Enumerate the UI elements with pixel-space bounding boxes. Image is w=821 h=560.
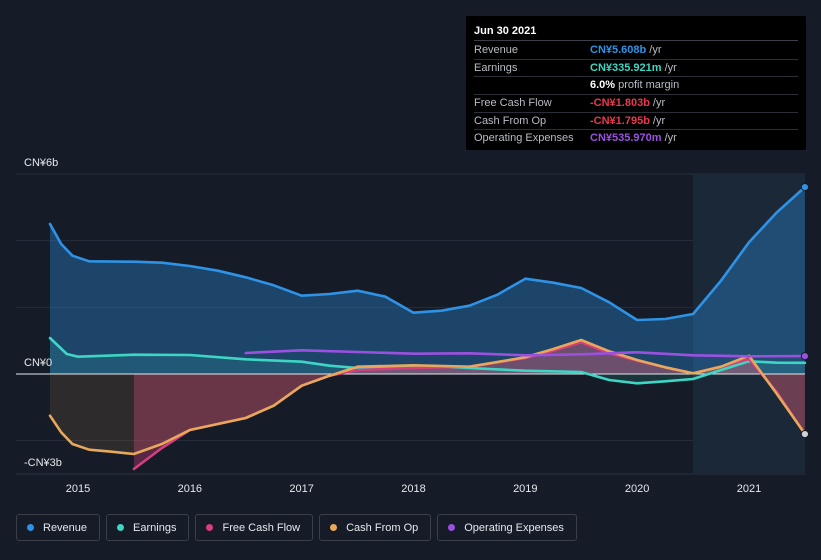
x-tick-label-2020: 2020 (625, 483, 649, 495)
legend-item-earnings[interactable]: Earnings (106, 514, 190, 541)
tooltip-row-value: -CN¥1.803b (590, 97, 650, 110)
y-tick-label-cn-0: CN¥0 (24, 357, 52, 369)
tooltip-row-unit: /yr (664, 61, 677, 74)
cash-from-op-area (50, 340, 805, 454)
tooltip-row-label: Cash From Op (474, 114, 547, 127)
legend-dot-icon (117, 524, 125, 531)
chart-legend: Revenue Earnings Free Cash Flow Cash From O… (16, 514, 577, 541)
operating-expenses-end-marker (800, 352, 809, 361)
legend-label: Operating Expenses (464, 521, 564, 534)
tooltip-row-value: CN¥5.608b (590, 44, 647, 56)
revenue-line (48, 185, 807, 322)
legend-label: Earnings (133, 521, 177, 534)
tooltip-row-value: 6.0% (590, 79, 616, 92)
tooltip-row-value: CN¥335.921m (590, 61, 662, 74)
x-tick-label-2016: 2016 (178, 483, 202, 495)
tooltip-row-unit: /yr (664, 132, 677, 145)
tooltip-date: Jun 30 2021 (474, 22, 798, 41)
legend-dot-icon (448, 524, 456, 531)
x-tick-label-2015: 2015 (66, 483, 90, 495)
tooltip-rows: Revenue CN¥5.608b/yr Earnings CN¥335.921m/y… (474, 42, 798, 147)
x-tick-label-2021: 2021 (737, 483, 761, 495)
tooltip-row-value: CN¥535.970m (590, 132, 662, 145)
y-tick-label-cn-3b: -CN¥3b (24, 457, 62, 469)
tooltip-row-unit: /yr (649, 44, 662, 56)
tooltip-row-unit: profit margin (618, 79, 680, 92)
tooltip-row-label (474, 77, 590, 94)
earnings-area (50, 338, 805, 384)
legend-label: Free Cash Flow (222, 521, 301, 534)
tooltip-row-label: Free Cash Flow (474, 97, 552, 110)
cash-from-op-line (48, 338, 807, 456)
tooltip-row-unit: /yr (652, 97, 666, 110)
x-tick-label-2019: 2019 (513, 483, 537, 495)
tooltip-row-profit-margin: 6.0% profit margin (474, 77, 798, 96)
tooltip-row-cash-from-op: Cash From Op -CN¥1.795b/yr (474, 113, 798, 131)
free-cash-flow-end-marker (800, 430, 809, 439)
legend-item-operating-expenses[interactable]: Operating Expenses (437, 514, 577, 541)
tooltip-row-earnings: Earnings CN¥335.921m/yr (474, 60, 798, 78)
tooltip-row-revenue: Revenue CN¥5.608b/yr (474, 42, 798, 60)
highlight-layer (693, 174, 805, 474)
tooltip-row-label: Earnings (474, 61, 518, 74)
y-tick-label-cn-6b: CN¥6b (24, 157, 58, 169)
end-marker-layer (800, 182, 809, 439)
legend-item-free-cash-flow[interactable]: Free Cash Flow (195, 514, 314, 541)
tooltip-row-unit: /yr (652, 114, 666, 127)
legend-label: Revenue (43, 521, 88, 534)
grid-layer (16, 173, 805, 475)
area-fill-layer (50, 187, 805, 469)
tooltip-row-value: -CN¥1.795b (590, 114, 650, 127)
tooltip-row-label: Operating Expenses (474, 132, 574, 145)
legend-dot-icon (206, 524, 214, 531)
x-tick-label-2017: 2017 (289, 483, 313, 495)
series-line-layer (48, 185, 807, 471)
data-tooltip: Jun 30 2021 Revenue CN¥5.608b/yr Earnings C… (466, 16, 806, 150)
axis-label-layer: CN¥6b CN¥0 -CN¥3b 2015 2016 2017 2018 2019 2020 2… (24, 157, 761, 495)
tooltip-row-operating-expenses: Operating Expenses CN¥535.970m/yr (474, 130, 798, 147)
legend-label: Cash From Op (346, 521, 419, 534)
legend-item-revenue[interactable]: Revenue (16, 514, 101, 541)
tooltip-row-label: Revenue (474, 44, 519, 56)
legend-dot-icon (330, 524, 338, 531)
legend-item-cash-from-op[interactable]: Cash From Op (319, 514, 432, 541)
operating-expenses-line (244, 349, 807, 358)
tooltip-row-free-cash-flow: Free Cash Flow -CN¥1.803b/yr (474, 95, 798, 113)
x-tick-label-2018: 2018 (401, 483, 425, 495)
revenue-area (50, 187, 805, 374)
forecast-highlight-region (693, 174, 805, 474)
revenue-end-marker (800, 182, 809, 192)
legend-dot-icon (27, 524, 34, 531)
